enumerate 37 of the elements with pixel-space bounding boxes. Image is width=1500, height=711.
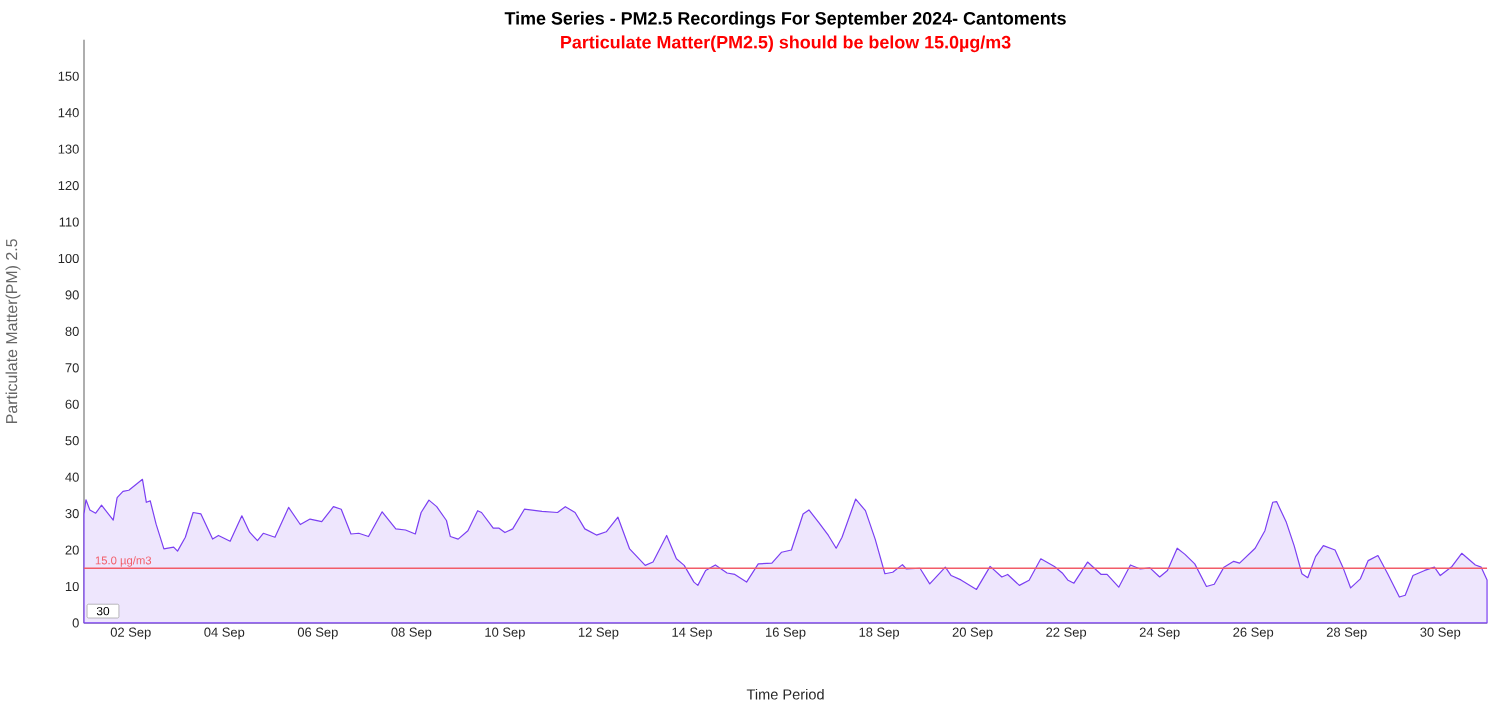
y-tick-label: 80 xyxy=(65,326,79,336)
x-tick-label: 24 Sep xyxy=(1139,627,1180,640)
chart-title: Time Series - PM2.5 Recordings For September 2024- Cantoments xyxy=(504,11,1066,29)
y-tick-label: 120 xyxy=(58,180,79,190)
ref-line-label: 15.0 µg/m3 xyxy=(95,555,152,567)
x-tick-label: 30 Sep xyxy=(1420,627,1461,640)
x-tick-label: 06 Sep xyxy=(297,627,338,640)
y-tick-label: 130 xyxy=(58,144,79,154)
y-tick-label: 110 xyxy=(59,217,79,227)
x-tick-label: 28 Sep xyxy=(1326,627,1367,640)
y-tick-label: 30 xyxy=(65,508,79,518)
x-tick-label: 26 Sep xyxy=(1233,627,1274,640)
x-tick-label: 08 Sep xyxy=(391,627,432,640)
x-tick-label: 12 Sep xyxy=(578,627,619,640)
y-axis-title: Particulate Matter(PM) 2.5 xyxy=(5,238,21,423)
y-tick-label: 140 xyxy=(58,107,79,118)
y-tick-label: 0 xyxy=(72,618,79,628)
y-tick-label: 90 xyxy=(65,290,79,300)
y-tick-label: 150 xyxy=(58,71,79,81)
y-tick-label: 20 xyxy=(65,545,79,555)
x-axis-title: Time Period xyxy=(746,688,824,700)
x-tick-label: 16 Sep xyxy=(766,627,806,640)
x-tick-label: 04 Sep xyxy=(204,627,245,640)
x-tick-label: 22 Sep xyxy=(1046,627,1087,640)
y-tick-label: 50 xyxy=(65,435,79,446)
annotation: 30 xyxy=(96,606,110,616)
x-tick-label: 02 Sep xyxy=(110,627,151,640)
y-tick-label: 70 xyxy=(65,362,79,373)
y-tick-label: 100 xyxy=(58,253,79,263)
y-tick-label: 60 xyxy=(65,399,79,409)
chart-subtitle: Particulate Matter(PM2.5) should be below 15.0µg/m3 xyxy=(561,35,1011,52)
y-tick-label: 10 xyxy=(65,581,79,591)
x-tick-label: 20 Sep xyxy=(952,627,993,640)
x-tick-label: 14 Sep xyxy=(672,627,712,640)
x-tick-label: 10 Sep xyxy=(485,627,525,640)
x-tick-label: 18 Sep xyxy=(859,627,900,640)
y-tick-label: 40 xyxy=(65,472,79,482)
